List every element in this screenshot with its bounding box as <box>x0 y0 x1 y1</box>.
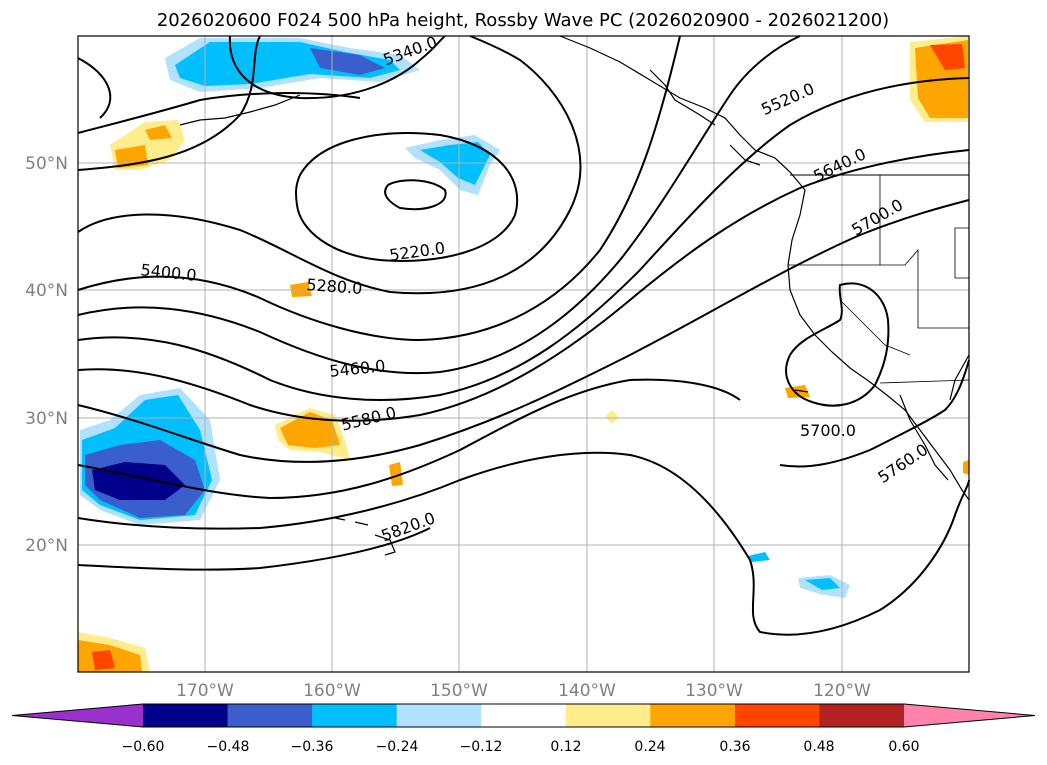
pos-anom-small-5 <box>963 460 969 475</box>
cb-tick-2: −0.36 <box>291 739 334 755</box>
colorbar-extend-low <box>12 704 143 727</box>
pos-anom-small-4 <box>605 410 619 424</box>
lat-label-20n: 20°N <box>25 536 68 556</box>
contour-label-5700-south: 5700.0 <box>800 421 856 440</box>
height-contours <box>77 35 970 636</box>
figure-title: 2026020600 F024 500 hPa height, Rossby W… <box>157 10 889 31</box>
cb-tick-1: −0.48 <box>207 739 250 755</box>
pos-anom-ne-core <box>930 44 965 70</box>
colorbar-outline <box>11 703 1036 728</box>
gridlines <box>78 36 969 672</box>
colorbar-segment <box>396 704 482 727</box>
latitude-labels: 50°N 40°N 30°N 20°N <box>25 154 68 556</box>
cb-tick-7: 0.36 <box>719 739 750 755</box>
colorbar-segment <box>227 704 313 727</box>
map-frame <box>77 35 970 673</box>
lon-label-140w: 140°W <box>558 681 616 701</box>
cb-tick-4: −0.12 <box>460 739 503 755</box>
colorbar-ticks: −0.60 −0.48 −0.36 −0.24 −0.12 0.12 0.24 … <box>122 739 920 755</box>
pos-anom-nw-core2 <box>145 125 172 140</box>
colorbar-segment <box>734 704 820 727</box>
colorbar: −0.60 −0.48 −0.36 −0.24 −0.12 0.12 0.24 … <box>11 703 1036 755</box>
neg-anom-se-2 <box>748 552 770 562</box>
boundaries <box>788 174 970 384</box>
lat-label-40n: 40°N <box>25 281 68 301</box>
lon-label-130w: 130°W <box>685 681 743 701</box>
lon-label-150w: 150°W <box>430 681 488 701</box>
colorbar-segment <box>143 704 229 727</box>
colorbar-extend-high <box>904 704 1035 727</box>
lon-label-120w: 120°W <box>813 681 871 701</box>
map-background <box>78 36 969 672</box>
cb-tick-8: 0.48 <box>803 739 834 755</box>
pos-anom-sw-core <box>92 650 115 670</box>
cb-tick-9: 0.60 <box>888 739 919 755</box>
lon-label-160w: 160°W <box>303 681 361 701</box>
cb-tick-0: −0.60 <box>122 739 165 755</box>
colorbar-segments <box>11 703 1036 728</box>
map-panel: 5400.0 5280.0 5220.0 5460.0 5580.0 5820.… <box>77 32 970 673</box>
longitude-labels: 170°W 160°W 150°W 140°W 130°W 120°W <box>176 681 871 701</box>
lat-label-50n: 50°N <box>25 154 68 174</box>
colorbar-segment <box>312 704 398 727</box>
lat-label-30n: 30°N <box>25 409 68 429</box>
neg-anom-se-1-core <box>805 578 840 590</box>
pos-anom-central-core <box>280 412 340 448</box>
cb-tick-3: −0.24 <box>376 739 419 755</box>
lon-label-170w: 170°W <box>176 681 234 701</box>
neg-anom-north-core <box>310 48 385 75</box>
colorbar-segment <box>565 704 651 727</box>
coastlines <box>179 35 970 556</box>
contour-label-5280: 5280.0 <box>306 275 363 298</box>
cb-tick-6: 0.24 <box>634 739 665 755</box>
cb-tick-5: 0.12 <box>550 739 581 755</box>
pos-anom-small-1 <box>389 462 403 486</box>
colorbar-segment <box>650 704 736 727</box>
colorbar-segment <box>481 704 567 727</box>
colorbar-segment <box>819 704 905 727</box>
